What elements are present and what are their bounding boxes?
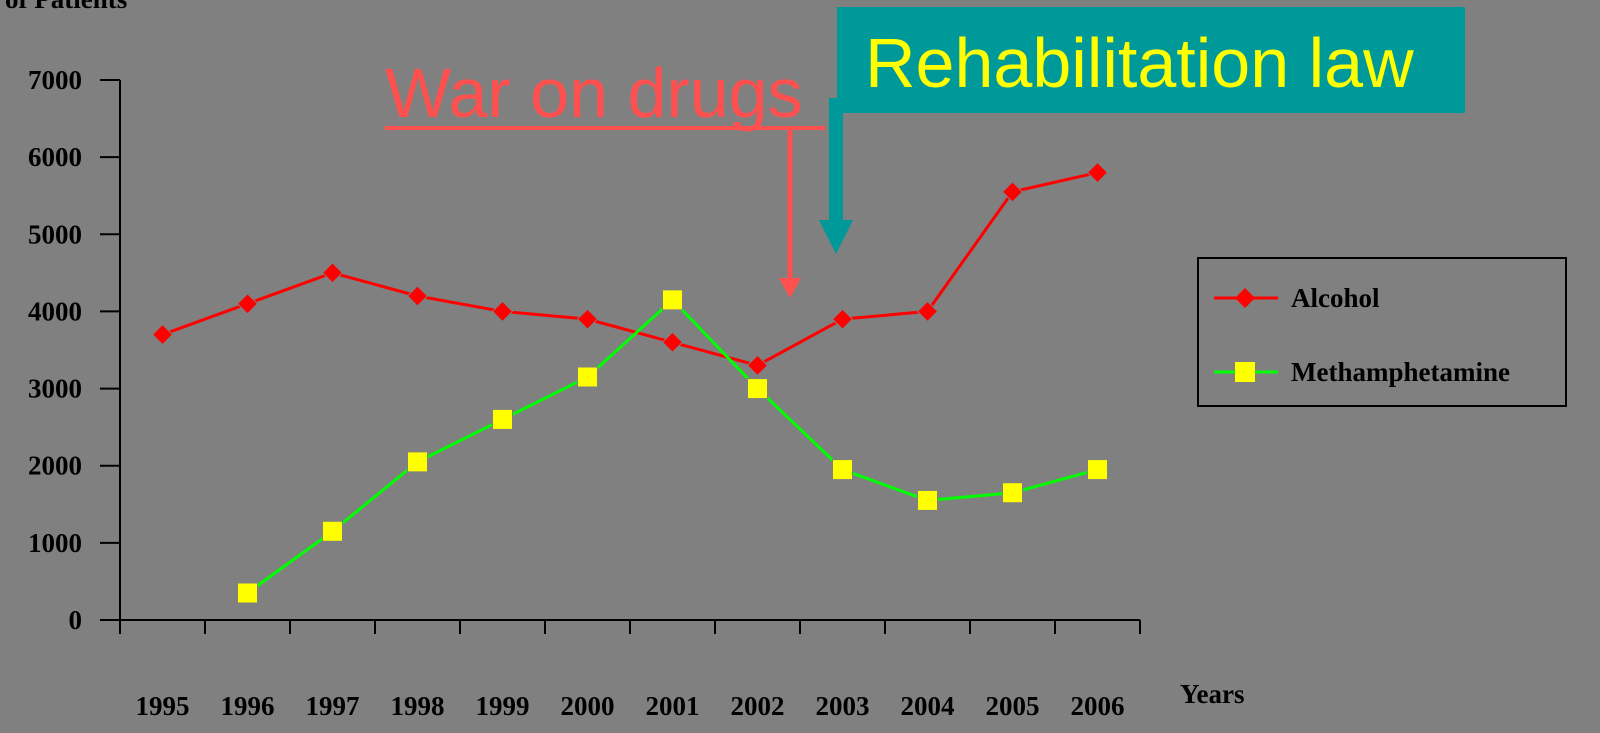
annotation: Rehabilitation law: [865, 24, 1414, 102]
data-point: [832, 459, 853, 481]
data-point: [1002, 482, 1023, 504]
legend: [1197, 257, 1567, 407]
annotation-arrowhead: [819, 220, 853, 254]
annotation-arrowhead: [779, 278, 801, 298]
data-point: [747, 378, 768, 400]
x-tick-label: 2002: [731, 691, 785, 721]
y-tick-label: 4000: [28, 296, 82, 326]
x-tick-label: 2004: [901, 691, 955, 721]
y-axis-label: of Patients: [5, 0, 127, 14]
data-point: [916, 300, 939, 323]
y-tick-label: 1000: [28, 528, 82, 558]
data-point: [321, 262, 344, 284]
data-point: [151, 323, 174, 346]
data-point: [1001, 181, 1024, 203]
data-point: [576, 308, 599, 330]
data-point: [917, 489, 938, 511]
data-point: [661, 331, 684, 353]
x-tick-label: 1998: [391, 691, 445, 721]
x-tick-label: 2003: [816, 691, 870, 721]
x-tick-label: 2001: [646, 691, 700, 721]
y-tick-label: 0: [69, 605, 83, 635]
data-point: [322, 520, 343, 542]
legend-marker: [1235, 288, 1255, 308]
annotation-box: [837, 7, 1465, 113]
y-tick-label: 5000: [28, 219, 82, 249]
data-point: [236, 293, 259, 315]
data-point: [237, 582, 258, 604]
data-point: [1087, 459, 1108, 481]
x-tick-label: 1997: [306, 691, 360, 721]
data-point: [577, 366, 598, 388]
data-point: [492, 408, 513, 430]
data-point: [1086, 161, 1109, 184]
data-point: [662, 289, 683, 311]
x-tick-label: 2005: [986, 691, 1040, 721]
legend-marker: [1235, 362, 1255, 382]
data-point: [831, 308, 854, 330]
x-axis-label: Years: [1180, 679, 1244, 709]
legend-label: Methamphetamine: [1291, 357, 1510, 387]
x-tick-label: 1995: [136, 691, 190, 721]
y-tick-label: 7000: [28, 65, 82, 95]
data-point: [491, 300, 514, 323]
data-point: [406, 285, 429, 307]
x-tick-label: 1996: [221, 691, 275, 721]
series-line: [161, 171, 1098, 368]
y-tick-label: 2000: [28, 451, 82, 481]
data-point: [746, 354, 769, 377]
x-tick-label: 2006: [1071, 691, 1125, 721]
annotation-arrow: [829, 98, 843, 222]
x-tick-label: 1999: [476, 691, 530, 721]
y-tick-label: 3000: [28, 374, 82, 404]
x-tick-label: 2000: [561, 691, 615, 721]
data-point: [407, 451, 428, 473]
y-tick-label: 6000: [28, 142, 82, 172]
annotation: War on drugs: [385, 54, 803, 132]
legend-label: Alcohol: [1291, 283, 1380, 313]
